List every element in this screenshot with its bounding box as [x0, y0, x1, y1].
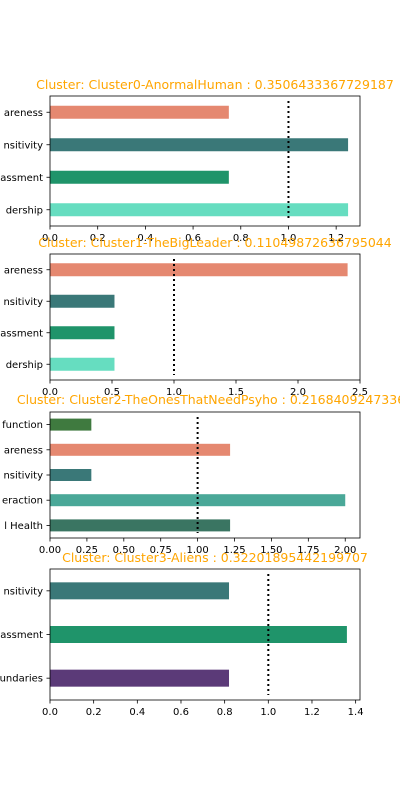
bar-boundaries	[50, 670, 229, 687]
y-tick-label: areness	[4, 108, 43, 119]
bar-function	[50, 419, 91, 431]
chart-title: Cluster: Cluster1-TheBigLeader : 0.11049…	[38, 235, 391, 250]
y-tick-label: assment	[0, 328, 43, 339]
bar-interaction	[50, 494, 345, 506]
chart-2: l Health eraction nsitivity areness function…	[2, 392, 400, 556]
y-tick-label: nsitivity	[3, 586, 43, 597]
bar-harassment	[50, 326, 114, 339]
bar-awareness	[50, 444, 230, 456]
y-tick-label: nsitivity	[3, 297, 43, 308]
y-tick-label: dership	[6, 205, 43, 216]
bar-awareness	[50, 263, 348, 276]
bar-leadership	[50, 358, 114, 371]
bar-harassment	[50, 626, 347, 643]
y-tick-label: assment	[0, 173, 43, 184]
bar-awareness	[50, 106, 229, 119]
chart-title: Cluster: Cluster2-TheOnesThatNeedPsyho :…	[17, 392, 400, 407]
y-tick-label: function	[2, 420, 43, 431]
bar-sensitivity	[50, 582, 229, 599]
axes-frame	[50, 412, 360, 538]
y-tick-label: nsitivity	[3, 471, 43, 482]
bar-leadership	[50, 203, 348, 216]
bar-mental-health	[50, 519, 230, 531]
y-tick-label: eraction	[2, 496, 43, 507]
chart-title: Cluster: Cluster0-AnormalHuman : 0.35064…	[36, 77, 394, 92]
x-tick-label: 1.0	[260, 707, 276, 718]
bar-sensitivity	[50, 469, 91, 481]
x-tick-label: 1.2	[304, 707, 320, 718]
chart-3: undaries assment nsitivity 0.0 0.2 0.4 0.6 0.8 1…	[0, 550, 368, 718]
x-tick-label: 0.0	[42, 707, 58, 718]
x-tick-label: 0.2	[86, 707, 102, 718]
x-tick-label: 1.4	[348, 707, 364, 718]
x-tick-label: 0.4	[129, 707, 145, 718]
y-tick-label: l Health	[4, 521, 43, 532]
y-tick-label: dership	[6, 360, 43, 371]
x-tick-label: 0.00	[39, 545, 61, 556]
y-tick-label: areness	[4, 265, 43, 276]
bar-sensitivity	[50, 138, 348, 151]
y-tick-label: nsitivity	[3, 140, 43, 151]
x-tick-label: 0.8	[217, 707, 233, 718]
x-tick-label: 0.6	[173, 707, 189, 718]
y-tick-label: assment	[0, 630, 43, 641]
y-tick-label: undaries	[0, 674, 43, 685]
bar-harassment	[50, 171, 229, 184]
y-tick-label: areness	[4, 445, 43, 456]
chart-title: Cluster: Cluster3-Aliens : 0.32201895442…	[62, 550, 368, 565]
bar-sensitivity	[50, 295, 114, 308]
